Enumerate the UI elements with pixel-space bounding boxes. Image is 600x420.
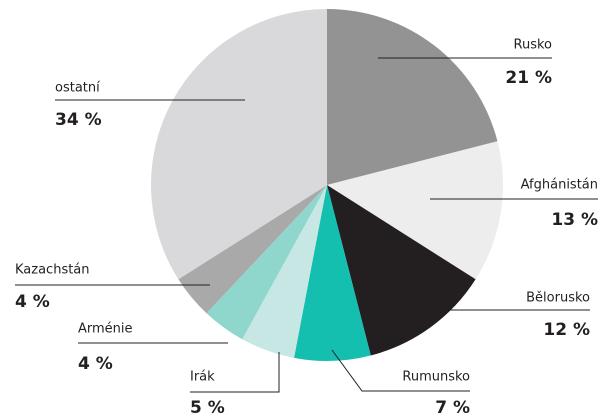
pie-slice [178,185,327,314]
leader-line [190,352,280,393]
slice-label: Rumunsko [402,370,470,385]
value-label: 12 % [543,320,590,340]
pie-slice [294,185,371,362]
pie-slice [327,185,476,356]
value-label: 4 % [78,354,113,374]
value-label: 13 % [551,210,598,230]
slice-label: Rusko [514,38,553,53]
slice-label: Bělorusko [526,291,590,306]
value-label: 4 % [15,292,50,312]
value-label: 21 % [505,68,552,88]
pie-slice [327,141,503,280]
pie-slice [206,185,327,340]
pie-slice [242,185,327,358]
leader-line [331,349,470,392]
slice-label: Kazachstán [15,263,90,278]
value-label: 7 % [435,398,470,418]
slice-label: Afghánistán [521,178,598,193]
slice-label: ostatní [55,81,100,96]
pie-slice [151,9,327,280]
pie-slice [327,9,498,185]
value-label: 34 % [55,110,102,130]
value-label: 5 % [190,398,225,418]
slice-label: Arménie [78,322,133,337]
slice-label: Irák [190,370,215,385]
